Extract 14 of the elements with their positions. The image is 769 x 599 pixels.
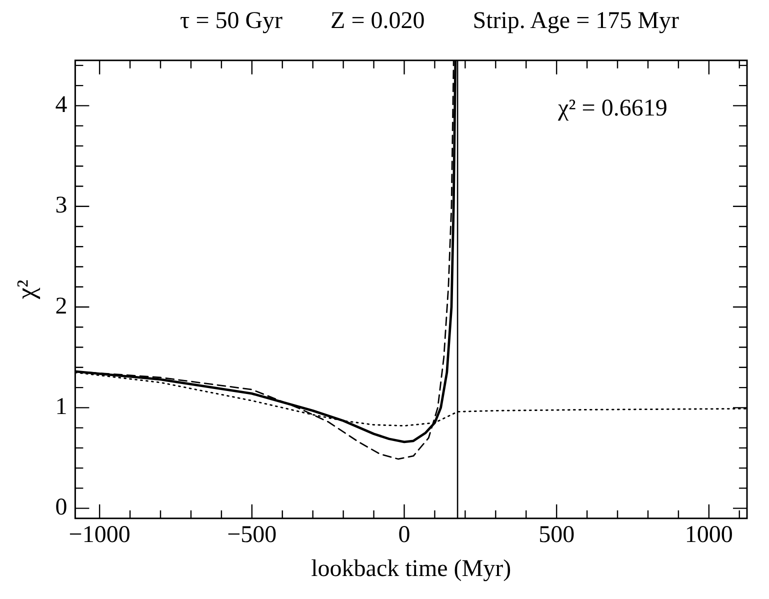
x-tick-label: 0 xyxy=(398,522,410,548)
x-tick-label: −1000 xyxy=(68,522,130,548)
y-axis-title: χ² xyxy=(11,280,40,300)
y-tick-label: 1 xyxy=(55,394,68,420)
x-tick-label: −500 xyxy=(227,522,277,548)
y-tick-label: 2 xyxy=(55,293,68,320)
y-tick-label: 4 xyxy=(55,92,68,118)
y-tick-label: 3 xyxy=(55,192,68,219)
chart-title: τ = 50 Gyr Z = 0.020 Strip. Age = 175 Myr xyxy=(179,8,680,36)
x-tick-label: 1000 xyxy=(684,522,733,548)
x-tick-label: 500 xyxy=(538,522,575,548)
x-axis-title: lookback time (Myr) xyxy=(311,556,512,582)
y-tick-label: 0 xyxy=(55,494,68,521)
annotation: χ² = 0.6619 xyxy=(556,95,668,122)
